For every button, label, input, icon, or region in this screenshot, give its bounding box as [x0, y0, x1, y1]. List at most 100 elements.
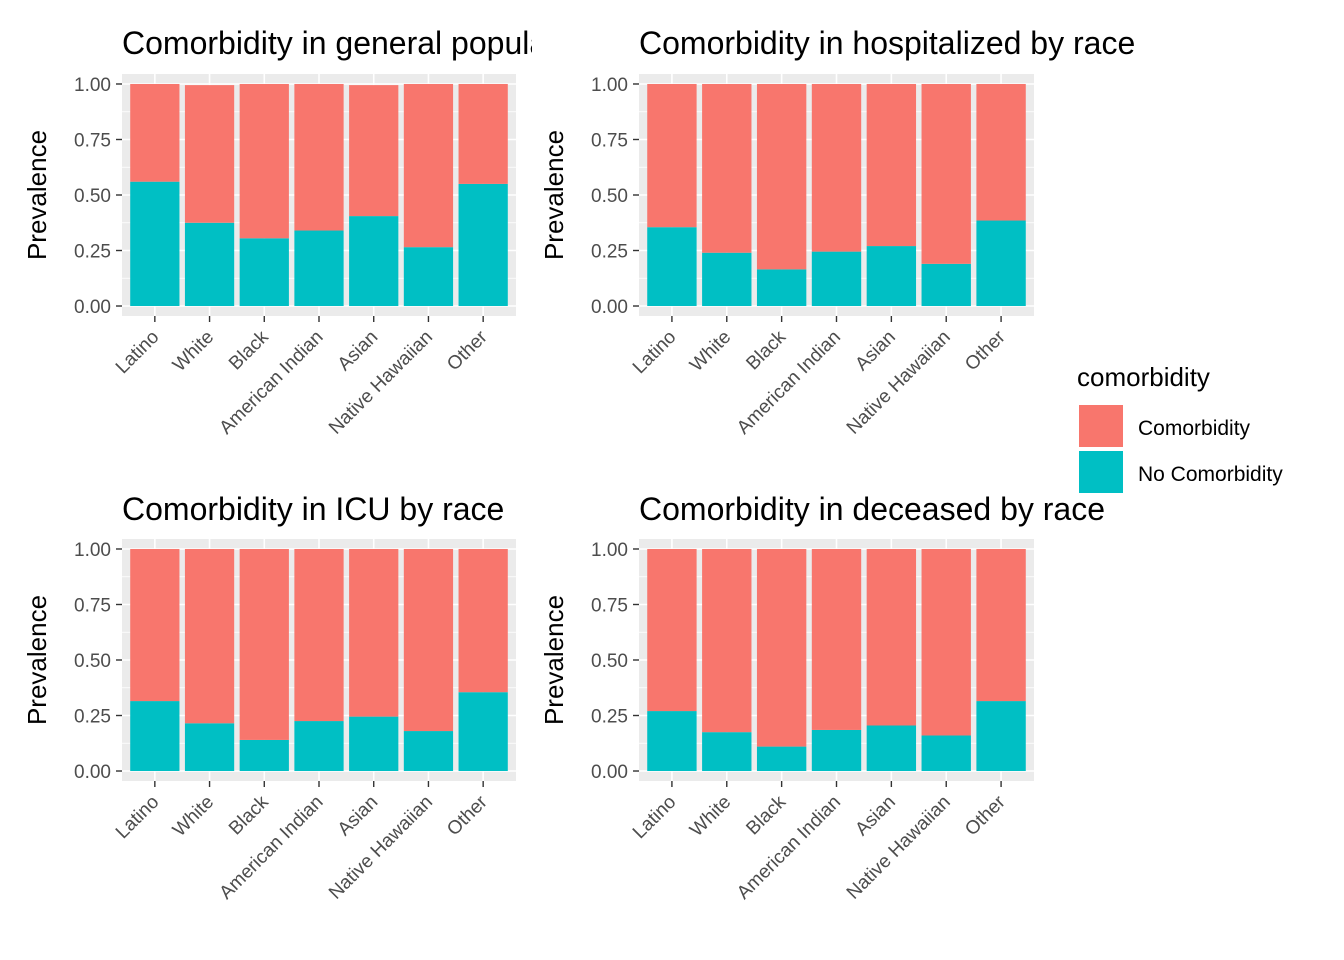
- panel-title: Comorbidity in hospitalized by race: [639, 25, 1135, 61]
- x-tick-label: American Indian: [216, 327, 328, 439]
- x-tick-label: White: [686, 327, 735, 376]
- x-tick-label: Black: [225, 791, 273, 839]
- bar-comorbidity: [921, 83, 971, 264]
- legend-label-comorbidity: Comorbidity: [1138, 417, 1251, 440]
- bar-no-comorbidity: [976, 220, 1026, 307]
- x-tick-label: American Indian: [733, 327, 845, 439]
- x-tick-label: Native Hawaiian: [843, 792, 955, 904]
- bar-no-comorbidity: [294, 230, 344, 307]
- bar-comorbidity: [294, 548, 344, 722]
- bar-comorbidity: [702, 83, 752, 253]
- bar-comorbidity: [866, 83, 917, 247]
- x-tick-label: Latino: [112, 792, 163, 843]
- bar-comorbidity: [866, 548, 917, 726]
- bar-comorbidity: [647, 548, 697, 712]
- bar-comorbidity: [976, 83, 1026, 221]
- y-tick-label: 0.25: [591, 707, 628, 728]
- bar-comorbidity: [239, 548, 289, 740]
- legend-swatch-comorbidity: [1079, 405, 1123, 447]
- x-tick-label: Native Hawaiian: [325, 327, 437, 439]
- bar-comorbidity: [349, 85, 399, 217]
- bar-no-comorbidity: [756, 269, 807, 307]
- bar-comorbidity: [130, 83, 180, 182]
- y-axis-label: Prevalence: [22, 595, 52, 725]
- y-tick-label: 0.50: [591, 186, 628, 207]
- bar-no-comorbidity: [349, 716, 399, 772]
- x-tick-label: Latino: [629, 327, 680, 378]
- y-tick-label: 0.25: [74, 707, 111, 728]
- y-tick-label: 1.00: [74, 75, 111, 96]
- x-tick-label: Native Hawaiian: [843, 327, 955, 439]
- y-tick-label: 1.00: [74, 540, 111, 561]
- y-tick-label: 1.00: [591, 75, 628, 96]
- bar-no-comorbidity: [756, 746, 807, 772]
- x-tick-label: Black: [225, 326, 273, 374]
- bar-no-comorbidity: [702, 252, 752, 307]
- bar-comorbidity: [349, 548, 399, 717]
- bar-no-comorbidity: [239, 238, 289, 307]
- bar-no-comorbidity: [458, 692, 508, 772]
- bar-comorbidity: [756, 83, 807, 270]
- y-tick-label: 0.75: [591, 595, 628, 616]
- y-tick-label: 0.00: [591, 762, 628, 783]
- x-tick-label: American Indian: [216, 792, 328, 904]
- y-axis-label: Prevalence: [539, 595, 569, 725]
- bar-no-comorbidity: [130, 701, 180, 772]
- legend: comorbidity Comorbidity No Comorbidity: [1077, 362, 1283, 493]
- bar-no-comorbidity: [130, 181, 180, 307]
- x-tick-label: American Indian: [733, 792, 845, 904]
- bar-comorbidity: [756, 548, 807, 747]
- bar-no-comorbidity: [921, 735, 971, 772]
- bar-no-comorbidity: [647, 711, 697, 772]
- x-tick-label: Black: [742, 326, 790, 374]
- bar-no-comorbidity: [403, 731, 454, 772]
- bar-comorbidity: [184, 85, 235, 223]
- bar-no-comorbidity: [184, 723, 235, 772]
- y-tick-label: 0.75: [74, 130, 111, 151]
- y-tick-label: 0.75: [591, 130, 628, 151]
- legend-label-no-comorbidity: No Comorbidity: [1138, 463, 1283, 486]
- y-axis-label: Prevalence: [539, 130, 569, 260]
- y-tick-label: 1.00: [591, 540, 628, 561]
- bar-no-comorbidity: [811, 729, 862, 772]
- bar-no-comorbidity: [811, 251, 862, 307]
- y-tick-label: 0.75: [74, 595, 111, 616]
- facet-panel: 0.00 0.25 0.50 0.75 1.00 Latino White BlackAmer…: [22, 491, 516, 904]
- legend-swatch-no-comorbidity: [1079, 451, 1123, 493]
- bar-no-comorbidity: [294, 721, 344, 772]
- bar-comorbidity: [130, 548, 180, 702]
- y-tick-label: 0.00: [74, 297, 111, 318]
- x-tick-label: Latino: [629, 792, 680, 843]
- bar-comorbidity: [403, 83, 454, 248]
- x-tick-label: Other: [961, 791, 1010, 840]
- y-tick-label: 0.50: [74, 186, 111, 207]
- y-tick-label: 0.50: [74, 651, 111, 672]
- bar-comorbidity: [239, 83, 289, 239]
- bar-comorbidity: [811, 83, 862, 252]
- bar-comorbidity: [811, 548, 862, 730]
- x-tick-label: Asian: [851, 327, 899, 375]
- y-tick-label: 0.25: [591, 242, 628, 263]
- x-tick-label: Other: [443, 326, 492, 375]
- panel-title: Comorbidity in deceased by race: [639, 491, 1105, 527]
- bar-no-comorbidity: [866, 246, 917, 307]
- bar-no-comorbidity: [702, 732, 752, 772]
- x-tick-label: Asian: [334, 792, 382, 840]
- bar-comorbidity: [403, 548, 454, 732]
- bar-no-comorbidity: [403, 247, 454, 307]
- bar-no-comorbidity: [458, 183, 508, 307]
- y-tick-label: 0.00: [74, 762, 111, 783]
- bar-comorbidity: [458, 83, 508, 184]
- x-tick-label: Native Hawaiian: [325, 792, 437, 904]
- bar-no-comorbidity: [239, 739, 289, 772]
- bar-no-comorbidity: [647, 227, 697, 307]
- y-tick-label: 0.25: [74, 242, 111, 263]
- x-tick-label: Asian: [851, 792, 899, 840]
- x-tick-label: White: [169, 327, 218, 376]
- panel-title: Comorbidity in ICU by race: [122, 491, 504, 527]
- x-tick-label: White: [686, 792, 735, 841]
- bar-comorbidity: [921, 548, 971, 736]
- bar-comorbidity: [184, 548, 235, 724]
